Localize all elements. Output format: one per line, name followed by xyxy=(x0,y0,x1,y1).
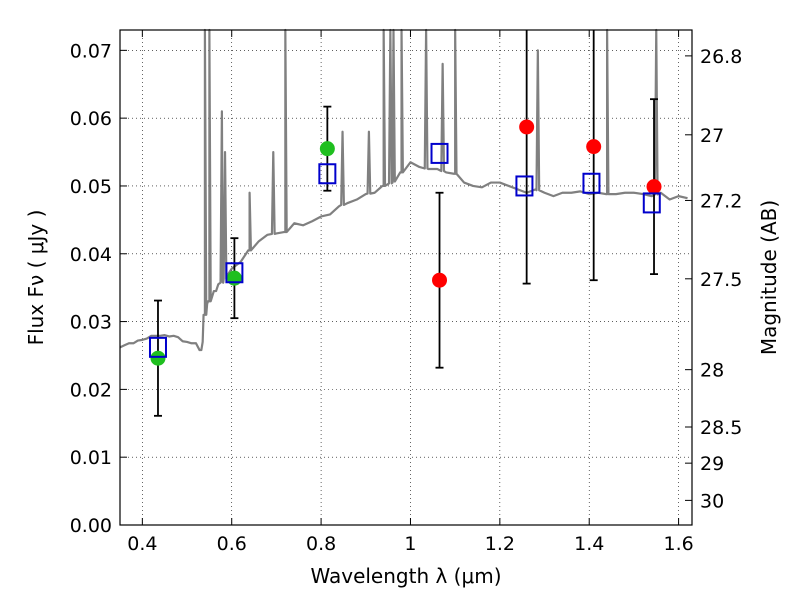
model-point xyxy=(318,163,337,185)
mag-tick-label: 27 xyxy=(700,125,724,147)
model-point xyxy=(148,336,167,358)
mag-tick-label: 26.8 xyxy=(700,46,742,68)
spectrum-line xyxy=(119,28,688,352)
model-point xyxy=(430,142,449,164)
y-tick-label: 0.07 xyxy=(70,40,112,62)
y-tick-label: 0.04 xyxy=(70,244,112,266)
x-tick-label: 1.4 xyxy=(574,533,604,555)
x-tick-label: 0.4 xyxy=(127,533,157,555)
model-spectrum xyxy=(119,28,688,352)
x-tick-label: 1 xyxy=(404,533,416,555)
x-tick-label: 1.6 xyxy=(663,533,693,555)
data-point xyxy=(319,141,335,157)
model-point xyxy=(225,262,244,284)
plot-frame xyxy=(119,29,693,526)
data-point xyxy=(432,272,448,288)
x-tick-label: 0.6 xyxy=(217,533,247,555)
data-point xyxy=(519,119,535,135)
mag-tick-label: 30 xyxy=(700,490,724,512)
y-axis-label: Flux Fν ( μJy ) xyxy=(24,210,48,346)
mag-tick-label: 27.2 xyxy=(700,190,742,212)
y-tick-label: 0.03 xyxy=(70,312,112,334)
model-point xyxy=(582,172,601,194)
right-y-axis-label: Magnitude (AB) xyxy=(757,200,781,355)
mag-tick-label: 28.5 xyxy=(700,417,742,439)
y-tick-label: 0.00 xyxy=(70,515,112,537)
y-tick-label: 0.06 xyxy=(70,108,112,130)
y-tick-label: 0.05 xyxy=(70,176,112,198)
y-tick-label: 0.02 xyxy=(70,379,112,401)
model-point xyxy=(515,175,534,197)
mag-tick-label: 29 xyxy=(700,453,724,475)
data-point xyxy=(586,139,602,155)
data-markers xyxy=(148,119,662,366)
x-axis-label: Wavelength λ (μm) xyxy=(310,564,501,588)
y-tick-label: 0.01 xyxy=(70,447,112,469)
data-point xyxy=(150,350,166,366)
x-tick-label: 1.2 xyxy=(485,533,515,555)
mag-tick-label: 28 xyxy=(700,360,724,382)
ticks: 0.4 0.6 0.8 1 1.2 1.4 1.6 0.00 0.01 0.02 0.03 0.04 0… xyxy=(70,30,742,555)
x-tick-label: 0.8 xyxy=(306,533,336,555)
model-point xyxy=(642,192,661,214)
data-point xyxy=(226,270,242,286)
data-point xyxy=(646,179,662,195)
mag-tick-label: 27.5 xyxy=(700,269,742,291)
